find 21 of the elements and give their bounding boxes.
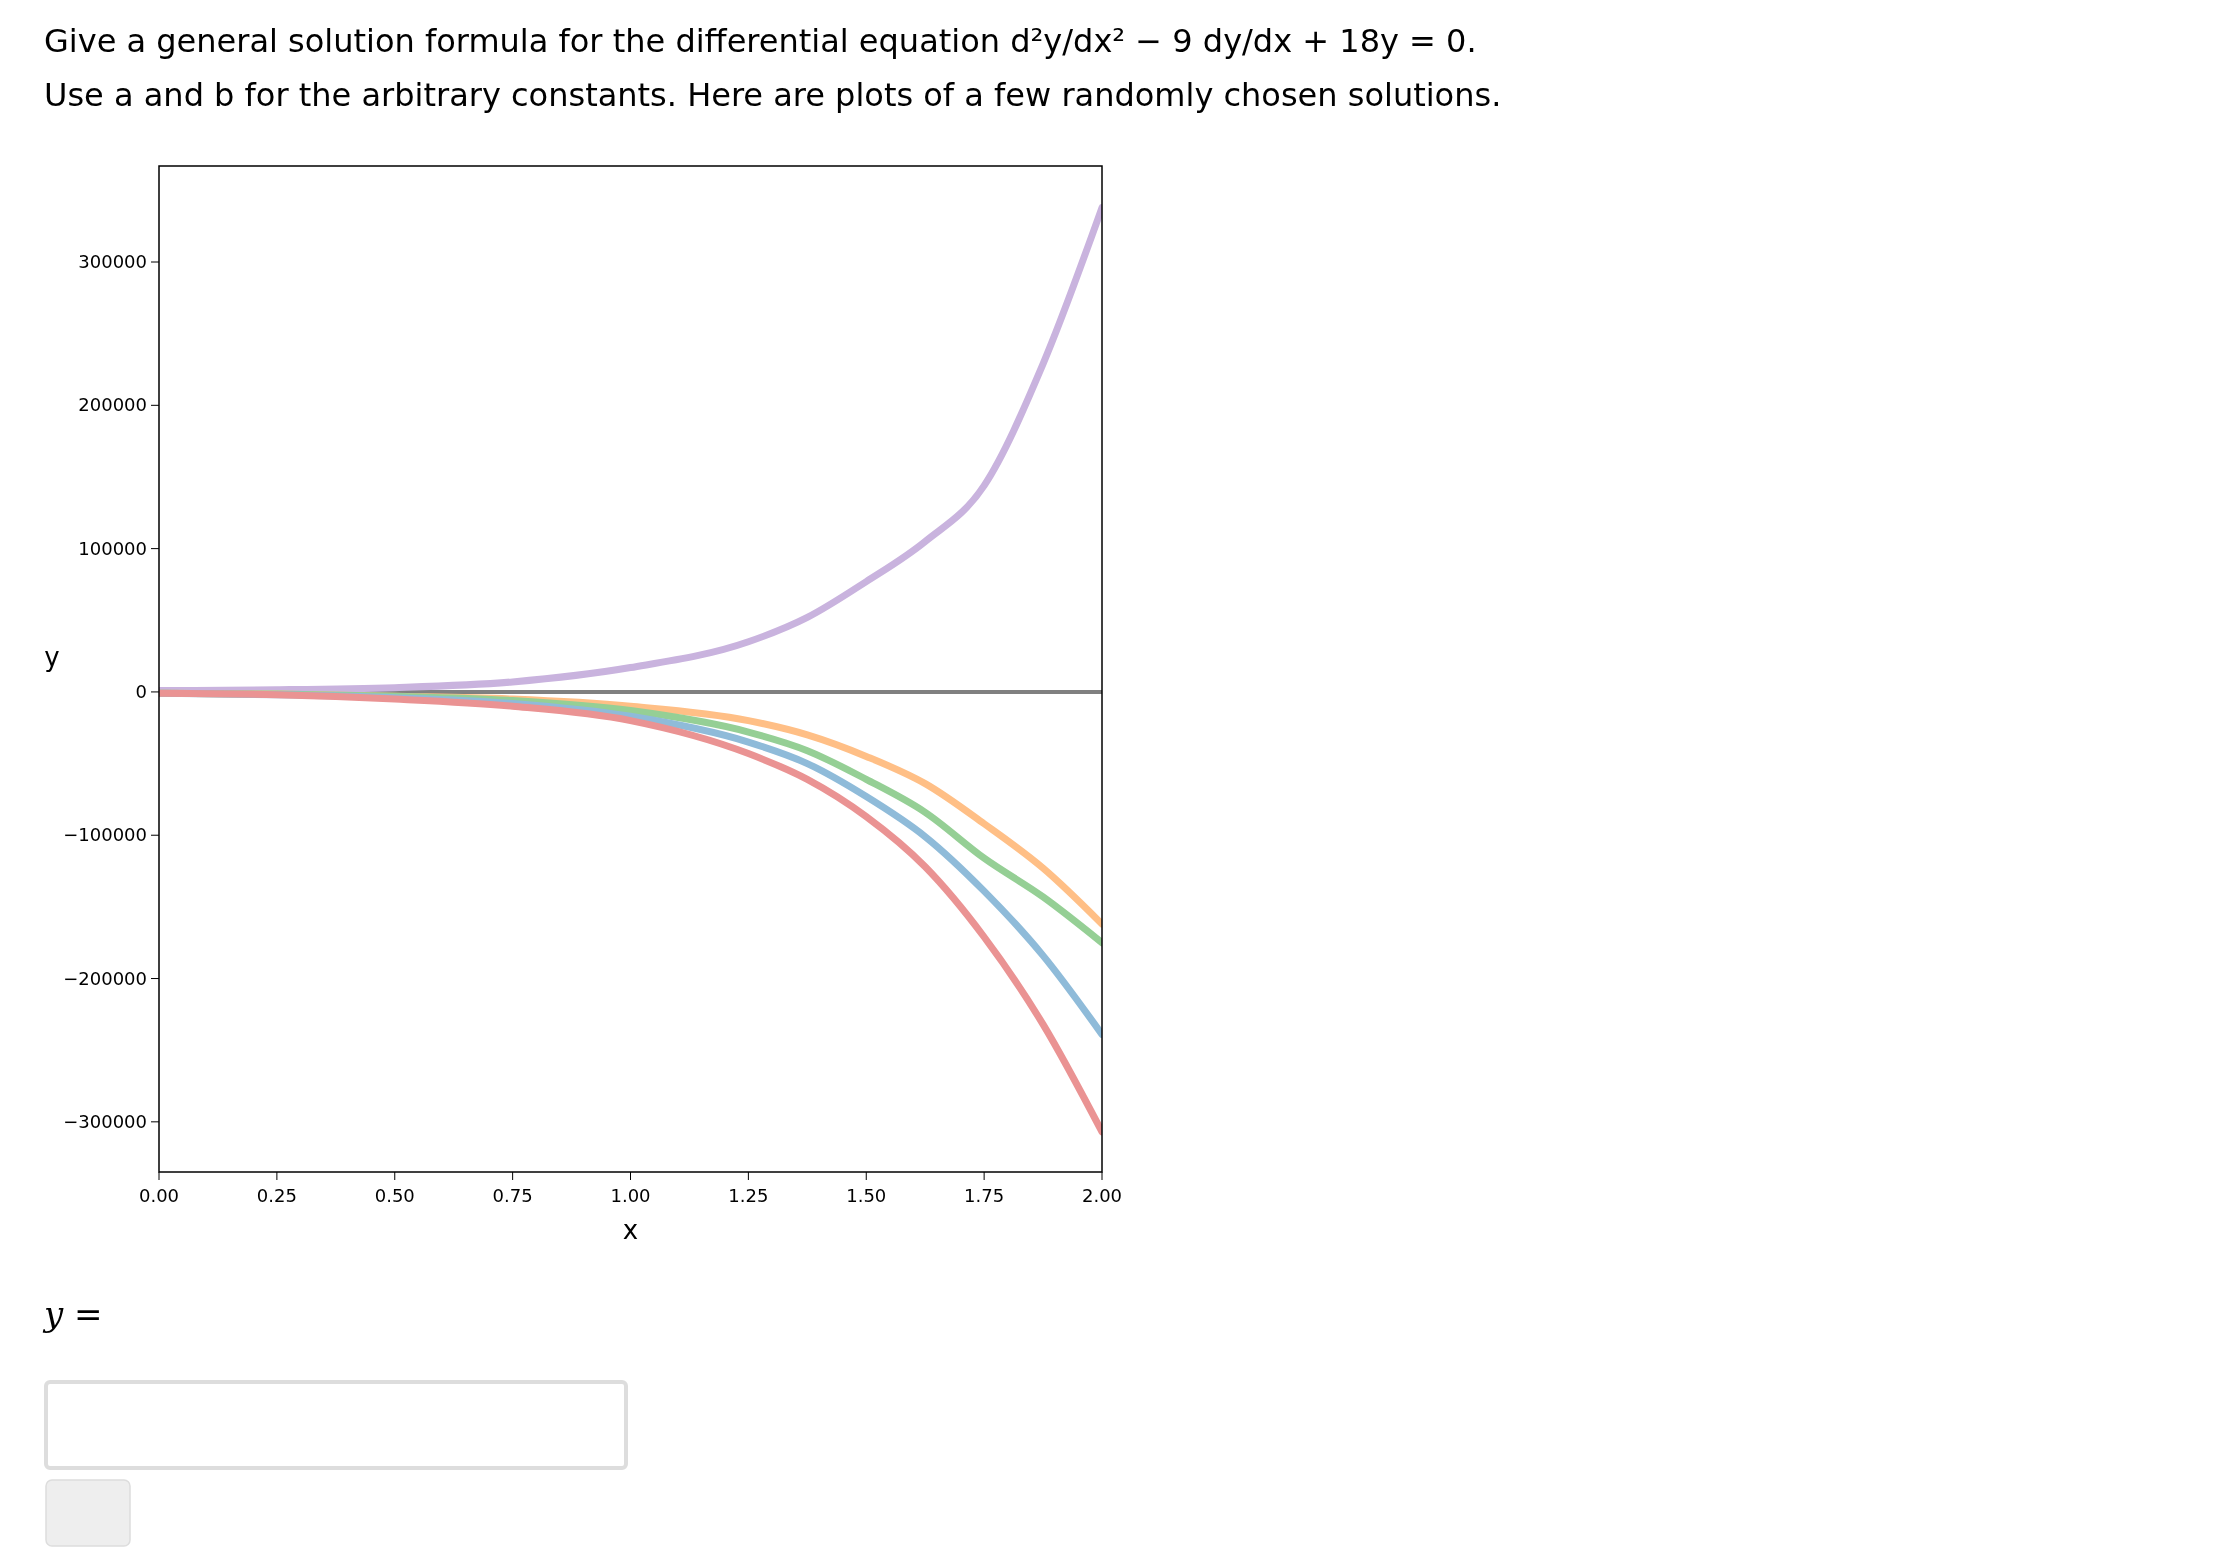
x-tick-label: 1.50: [846, 1185, 887, 1206]
x-tick-label: 1.00: [610, 1185, 651, 1206]
y-tick-label: −200000: [63, 967, 147, 989]
x-tick-label: 2.00: [1081, 1185, 1123, 1206]
x-tick-label: 0.50: [374, 1185, 415, 1206]
y-tick-label: 100000: [78, 537, 147, 559]
x-tick-label: 0.75: [492, 1185, 533, 1206]
y-tick-label: 200000: [78, 394, 147, 416]
chart-subtitle: Use a and b for the arbitrary constants. Here are plots of a few randomly chosen solutions.: [44, 76, 1502, 114]
x-tick-label: 0.25: [256, 1185, 297, 1206]
y-axis-title: y: [44, 642, 60, 672]
x-tick-label: 1.75: [964, 1185, 1005, 1206]
y-tick-label: −100000: [63, 824, 147, 846]
y-tick-label: −300000: [63, 1110, 147, 1132]
text: y =: [42, 1294, 103, 1334]
x-tick-label: 0.00: [138, 1185, 180, 1206]
x-axis-title: x: [622, 1215, 639, 1245]
y-tick-label: 300000: [78, 251, 147, 273]
x-tick-label: 1.25: [728, 1185, 769, 1206]
y-tick-label: 0: [135, 680, 147, 702]
chart-title: Give a general solution formula for the differential equation d²y/dx² − 9 dy/dx + 18y = 0.: [44, 22, 1477, 60]
